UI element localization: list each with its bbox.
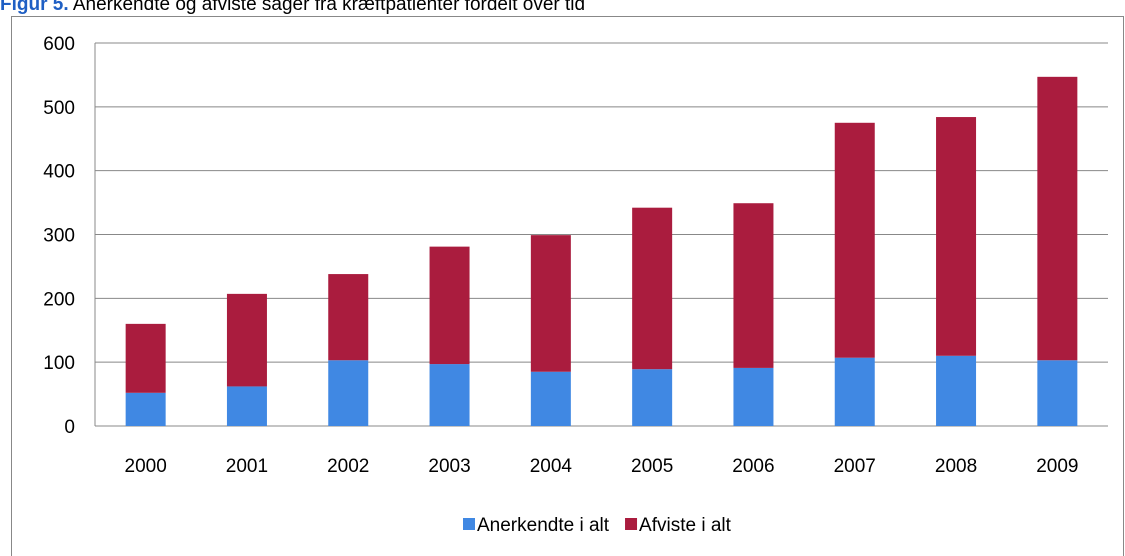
bar-segment [936,117,977,356]
chart-title: Figur 5. Anerkendte og afviste sager fra… [0,0,585,15]
bar-segment [632,369,673,426]
x-tick-label: 2003 [428,456,470,477]
y-tick-label: 400 [43,162,75,183]
x-tick-label: 2009 [1036,456,1078,477]
bar-segment [429,246,470,365]
bar-segment [1037,76,1078,361]
bar-segment [226,386,267,426]
bar-segment [733,203,774,368]
bar-segment [530,235,571,372]
legend-label: Afviste i alt [639,515,732,536]
legend-label: Anerkendte i alt [477,515,610,536]
x-tick-label: 2001 [226,456,268,477]
bar-segment [125,392,166,426]
x-tick-label: 2000 [125,456,167,477]
y-tick-label: 0 [64,417,75,438]
bar-segment [936,355,977,426]
y-tick-label: 100 [43,353,75,374]
y-tick-label: 300 [43,226,75,247]
x-tick-label: 2007 [834,456,876,477]
bar-segment [733,367,774,426]
y-tick-label: 500 [43,98,75,119]
x-tick-label: 2006 [732,456,774,477]
bar-segment [530,371,571,426]
legend-swatch [463,518,475,530]
legend-swatch [625,518,638,530]
bar-segment [226,293,267,387]
bar-segment [632,207,673,370]
y-tick-label: 600 [43,34,75,55]
title-text: Anerkendte og afviste sager fra kræftpat… [73,0,585,15]
bar-segment [429,364,470,426]
x-tick-label: 2004 [530,456,573,477]
title-label: Figur 5. [0,0,69,15]
bar-segment [834,122,875,358]
bar-segment [834,357,875,426]
y-tick-label: 200 [43,289,75,310]
x-tick-label: 2002 [327,456,369,477]
x-tick-label: 2005 [631,456,673,477]
bar-segment [1037,360,1078,426]
bar-segment [328,274,369,361]
x-tick-label: 2008 [935,456,977,477]
bar-segment [125,323,166,393]
bar-segment [328,360,369,426]
